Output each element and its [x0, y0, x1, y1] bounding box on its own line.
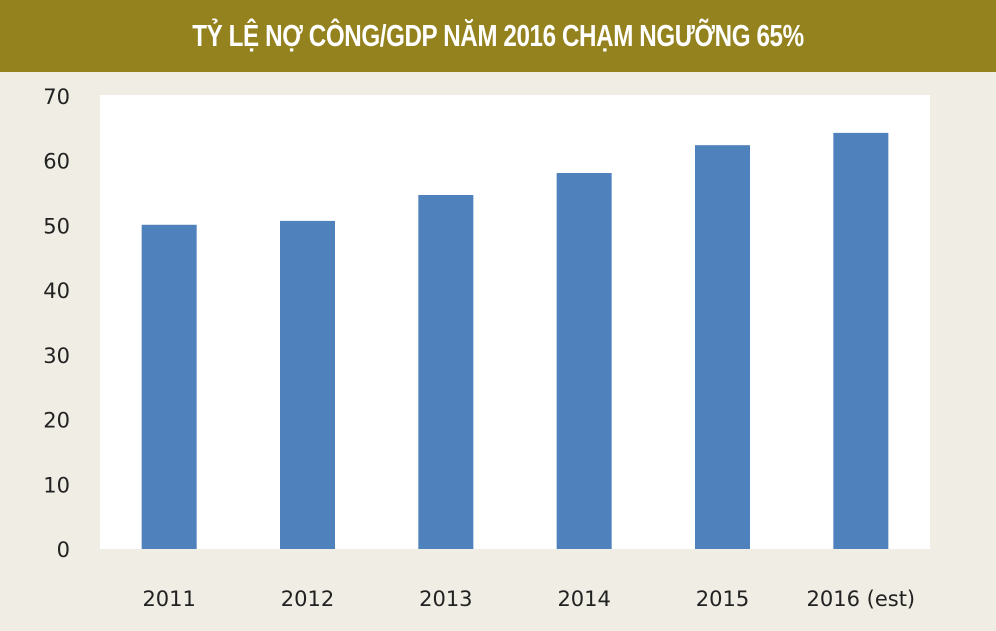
y-tick-label: 70: [43, 85, 70, 109]
bar-2015: [695, 145, 750, 549]
bar-2014: [556, 173, 612, 549]
y-tick-label: 10: [43, 473, 70, 497]
y-tick-label: 30: [43, 344, 70, 368]
y-tick-label: 50: [43, 214, 70, 238]
chart-title-banner: TỶ LỆ NỢ CÔNG/GDP NĂM 2016 CHẠM NGƯỠNG 6…: [0, 0, 996, 72]
x-tick-label: 2013: [419, 587, 472, 611]
plot-area: [100, 95, 930, 549]
bar-2013: [418, 195, 474, 549]
x-tick-label: 2015: [696, 587, 749, 611]
y-tick-label: 60: [43, 150, 70, 174]
x-tick-label: 2016 (est): [807, 587, 916, 611]
bar-2011: [141, 224, 197, 549]
bar-2016-est-: [833, 132, 889, 549]
x-tick-label: 2014: [557, 587, 610, 611]
y-tick-label: 20: [43, 409, 70, 433]
chart-title: TỶ LỆ NỢ CÔNG/GDP NĂM 2016 CHẠM NGƯỠNG 6…: [192, 18, 804, 53]
y-tick-label: 0: [57, 538, 70, 562]
bar-2012: [280, 220, 335, 550]
bar-chart: 0 10 20 30 40 50 60 70 2011 2012 2013 2014 2015 2016…: [43, 85, 930, 611]
x-tick-label: 2012: [281, 587, 334, 611]
x-tick-label: 2011: [142, 587, 195, 611]
y-tick-label: 40: [43, 279, 70, 303]
